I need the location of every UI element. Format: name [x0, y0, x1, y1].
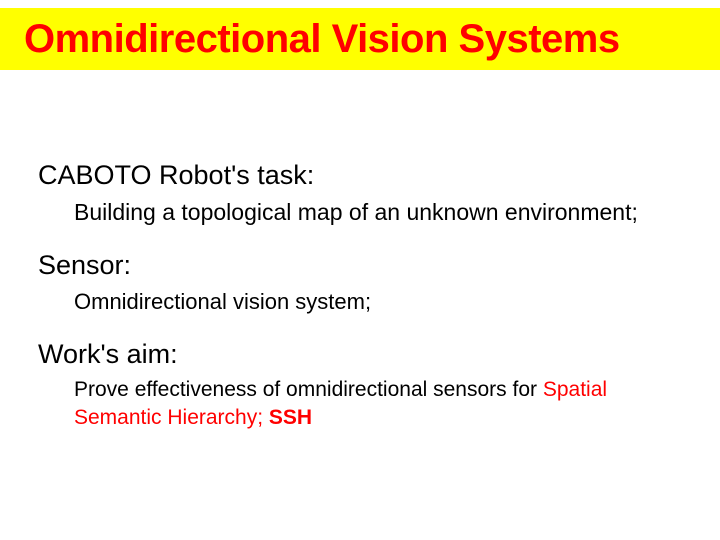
slide-title-bar: Omnidirectional Vision Systems — [0, 8, 720, 70]
detail-pre-0: Building a topological map of an unknown… — [74, 199, 638, 225]
detail-highlight-bold-2: SSH — [269, 406, 312, 429]
section-detail-0: Building a topological map of an unknown… — [74, 197, 682, 228]
section-heading-0: CABOTO Robot's task: — [38, 160, 682, 191]
slide-body: CABOTO Robot's task: Building a topologi… — [38, 160, 682, 432]
section-heading-2: Work's aim: — [38, 339, 682, 370]
section-heading-1: Sensor: — [38, 250, 682, 281]
detail-pre-1: Omnidirectional vision system; — [74, 289, 371, 314]
section-detail-2: Prove effectiveness of omnidirectional s… — [74, 376, 682, 433]
detail-pre-2: Prove effectiveness of omnidirectional s… — [74, 378, 543, 401]
slide-title-text: Omnidirectional Vision Systems — [24, 17, 620, 62]
section-detail-1: Omnidirectional vision system; — [74, 287, 682, 317]
